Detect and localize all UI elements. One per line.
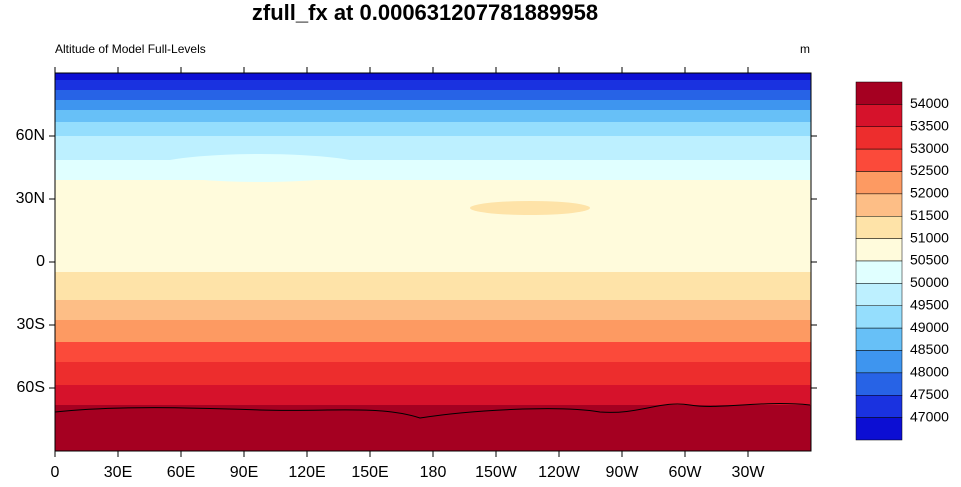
- colorbar-box: [855, 81, 903, 105]
- colorbar-label: 53500: [910, 117, 949, 133]
- contour-band: [55, 122, 811, 136]
- contour-field: [55, 73, 811, 451]
- colorbar-box: [855, 305, 903, 329]
- contour-band: [55, 110, 811, 122]
- right-string: m: [800, 42, 810, 56]
- title: zfull_fx at 0.000631207781889958: [252, 0, 598, 25]
- colorbar-label: 52000: [910, 185, 949, 201]
- lon-label: 120E: [288, 464, 325, 481]
- contour-band: [55, 73, 811, 80]
- contour-band: [55, 385, 811, 405]
- colorbar-box: [855, 216, 903, 239]
- colorbar-label: 50000: [910, 274, 949, 290]
- contour-band: [55, 180, 811, 272]
- lon-label: 90E: [230, 464, 258, 481]
- lat-label: 60N: [16, 127, 45, 144]
- contour-band: [55, 100, 811, 110]
- lon-label: 90W: [606, 464, 640, 481]
- colorbar-box: [855, 104, 903, 127]
- colorbar-label: 51000: [910, 229, 949, 245]
- contour-band: [55, 80, 811, 90]
- contour-band: [55, 272, 811, 300]
- colorbar-label: 54000: [910, 95, 949, 111]
- contour-band: [55, 136, 811, 160]
- colorbar-box: [855, 417, 903, 441]
- lon-label: 60W: [669, 464, 703, 481]
- colorbar-box: [855, 148, 903, 172]
- colorbar-label: 51500: [910, 207, 949, 223]
- lon-label: 150E: [351, 464, 388, 481]
- lat-label: 30N: [16, 190, 45, 207]
- contour-band: [55, 320, 811, 342]
- lat-label: 60S: [17, 379, 45, 396]
- colorbar-label: 48500: [910, 341, 949, 357]
- colorbar-box: [855, 260, 903, 284]
- colorbar-box: [855, 283, 903, 306]
- colorbar-label: 50500: [910, 252, 949, 268]
- colorbar-box: [855, 193, 903, 217]
- colorbar-box: [855, 171, 903, 195]
- colorbar-label: 48000: [910, 364, 949, 380]
- colorbar-label: 52500: [910, 162, 949, 178]
- colorbar-box: [855, 350, 903, 374]
- contour-band: [55, 300, 811, 320]
- lon-label: 0: [51, 464, 60, 481]
- contour-band: [55, 362, 811, 385]
- lon-label: 30E: [104, 464, 132, 481]
- lat-label: 0: [36, 253, 45, 270]
- colorbar-label: 49500: [910, 296, 949, 312]
- lon-label: 60E: [167, 464, 195, 481]
- colorbar-label: 47500: [910, 386, 949, 402]
- colorbar-label: 47000: [910, 408, 949, 424]
- contour-patch: [150, 154, 370, 182]
- coastline: [54, 403, 811, 419]
- contour-band: [55, 342, 811, 362]
- left-string: Altitude of Model Full-Levels: [55, 42, 206, 56]
- colorbar-box: [855, 372, 903, 396]
- colorbar-label: 49000: [910, 319, 949, 335]
- colorbar-box: [855, 327, 903, 351]
- contour-patch: [470, 201, 590, 215]
- colorbar-label: 53000: [910, 140, 949, 156]
- lon-label: 120W: [538, 464, 581, 481]
- contour-band: [55, 90, 811, 100]
- lon-label: 150W: [475, 464, 518, 481]
- lon-label: 30W: [732, 464, 766, 481]
- colorbar-box: [855, 395, 903, 418]
- lon-label: 180: [420, 464, 447, 481]
- lat-label: 30S: [17, 316, 45, 333]
- colorbar-box: [855, 238, 903, 262]
- contour-band: [55, 405, 811, 451]
- colorbar-box: [855, 126, 903, 150]
